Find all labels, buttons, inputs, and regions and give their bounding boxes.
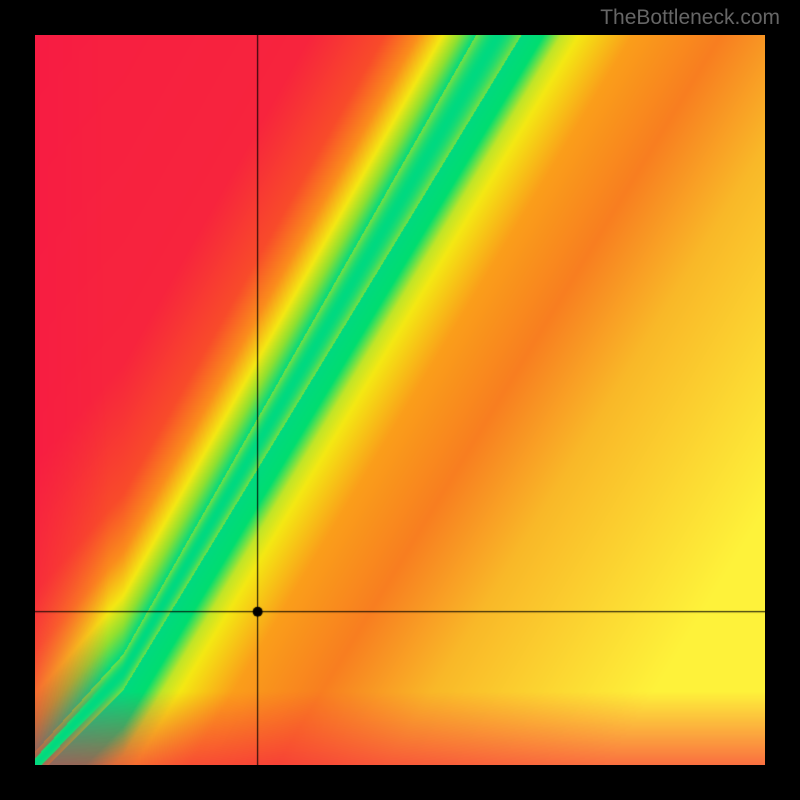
plot-area xyxy=(35,35,765,765)
chart-container: TheBottleneck.com xyxy=(0,0,800,800)
heatmap-canvas xyxy=(35,35,765,765)
watermark-text: TheBottleneck.com xyxy=(600,6,780,30)
